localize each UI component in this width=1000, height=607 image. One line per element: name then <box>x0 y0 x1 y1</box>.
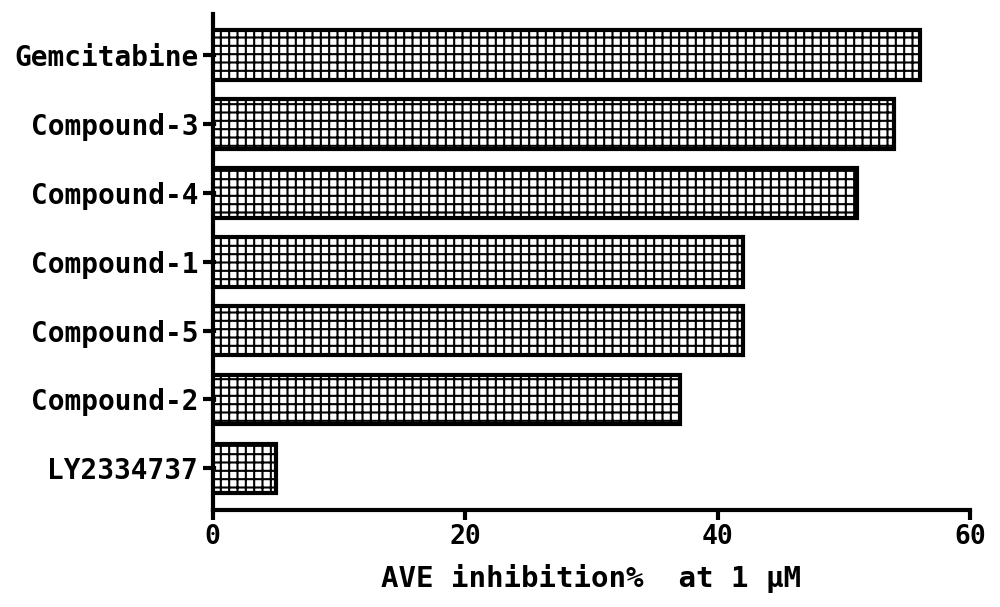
Bar <box>213 375 680 424</box>
Bar <box>213 306 743 356</box>
Bar <box>213 168 857 218</box>
Bar <box>213 100 894 149</box>
Bar <box>213 444 276 493</box>
Bar <box>213 237 743 287</box>
X-axis label: AVE inhibition%  at 1 μM: AVE inhibition% at 1 μM <box>381 564 801 593</box>
Bar <box>213 30 920 80</box>
